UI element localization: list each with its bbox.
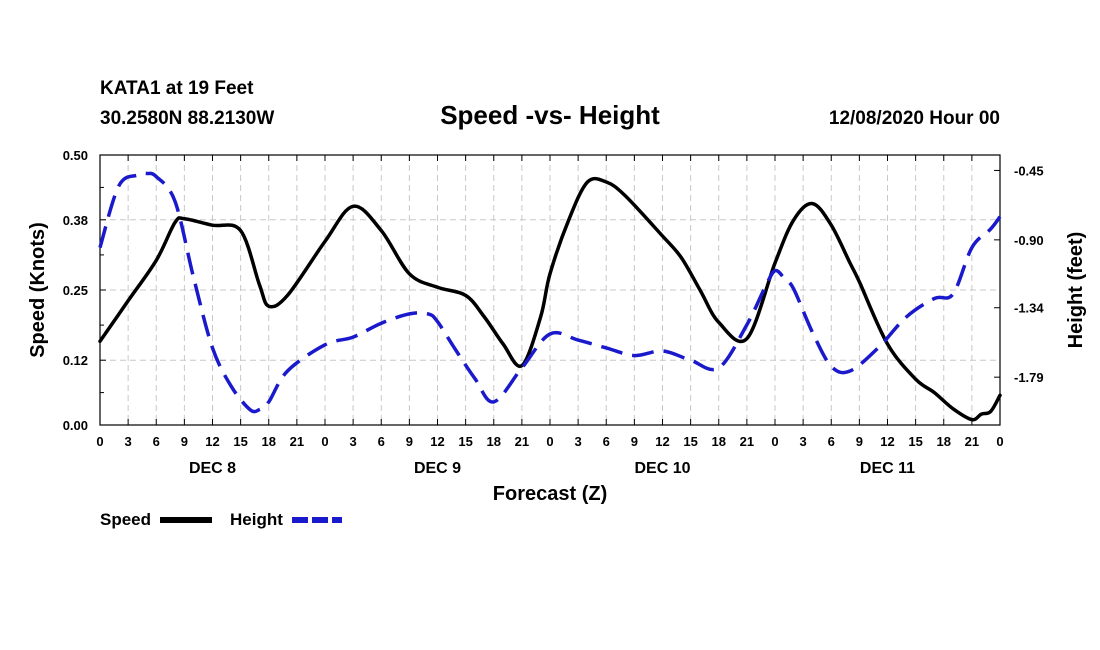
x-tick-label: 0: [996, 434, 1003, 449]
x-tick-label: 21: [290, 434, 304, 449]
y-tick-label-left: 0.12: [63, 353, 88, 368]
chart-title: Speed -vs- Height: [440, 100, 660, 130]
x-tick-label: 9: [406, 434, 413, 449]
y-tick-label-right: -0.45: [1014, 163, 1044, 178]
y-axis-label-left: Speed (Knots): [27, 222, 49, 358]
x-tick-label: 3: [125, 434, 132, 449]
x-tick-label: 12: [880, 434, 894, 449]
day-label: DEC 11: [860, 460, 915, 477]
day-label: DEC 9: [414, 460, 461, 477]
series-group: [98, 171, 1002, 422]
x-tick-label: 18: [937, 434, 951, 449]
plot-frame: [99, 154, 1001, 426]
tick-labels: 0 3 6 9 12 15 18 21 0 3 6 9 12 15 18 21 0 3 6 9 12 15 18 21 0 3 6 9…: [63, 148, 1045, 477]
x-tick-label: 15: [458, 434, 472, 449]
legend-label-height: Height: [230, 510, 283, 529]
x-tick-label: 9: [181, 434, 188, 449]
series-line-speed: [98, 176, 1002, 422]
day-label: DEC 10: [634, 460, 690, 477]
y-axis-label-right: Height (feet): [1065, 232, 1087, 349]
grid-lines: [100, 155, 1000, 425]
x-tick-label: 9: [856, 434, 863, 449]
axes: [99, 154, 1001, 426]
x-tick-label: 21: [965, 434, 979, 449]
y-tick-label-right: -1.79: [1014, 370, 1044, 385]
x-tick-label: 12: [655, 434, 669, 449]
x-tick-label: 3: [800, 434, 807, 449]
series-line-height: [98, 171, 1002, 414]
x-tick-label: 15: [683, 434, 697, 449]
x-tick-label: 21: [515, 434, 529, 449]
x-tick-label: 6: [828, 434, 835, 449]
y-tick-label-right: -1.34: [1014, 301, 1044, 316]
date-label: 12/08/2020 Hour 00: [829, 108, 1000, 129]
x-tick-label: 18: [487, 434, 501, 449]
x-tick-label: 12: [205, 434, 219, 449]
x-tick-label: 0: [771, 434, 778, 449]
x-tick-label: 18: [262, 434, 276, 449]
y-tick-label-left: 0.38: [63, 213, 88, 228]
legend: Speed Height: [100, 510, 342, 529]
x-tick-label: 0: [96, 434, 103, 449]
x-tick-label: 0: [546, 434, 553, 449]
x-tick-label: 18: [712, 434, 726, 449]
y-tick-label-right: -0.90: [1014, 233, 1044, 248]
x-tick-label: 6: [378, 434, 385, 449]
x-tick-label: 3: [575, 434, 582, 449]
coordinates-label: 30.2580N 88.2130W: [100, 108, 274, 129]
x-tick-label: 12: [430, 434, 444, 449]
x-tick-label: 6: [603, 434, 610, 449]
x-tick-label: 9: [631, 434, 638, 449]
x-tick-label: 3: [350, 434, 357, 449]
x-tick-label: 15: [233, 434, 247, 449]
y-tick-label-left: 0.50: [63, 148, 88, 163]
x-tick-label: 0: [321, 434, 328, 449]
x-axis-label: Forecast (Z): [493, 483, 607, 505]
x-tick-label: 15: [908, 434, 922, 449]
y-tick-label-left: 0.25: [63, 283, 88, 298]
station-label: KATA1 at 19 Feet: [100, 78, 254, 99]
day-label: DEC 8: [189, 460, 236, 477]
y-tick-label-left: 0.00: [63, 418, 88, 433]
x-tick-label: 21: [740, 434, 754, 449]
legend-label-speed: Speed: [100, 510, 151, 529]
x-tick-label: 6: [153, 434, 160, 449]
